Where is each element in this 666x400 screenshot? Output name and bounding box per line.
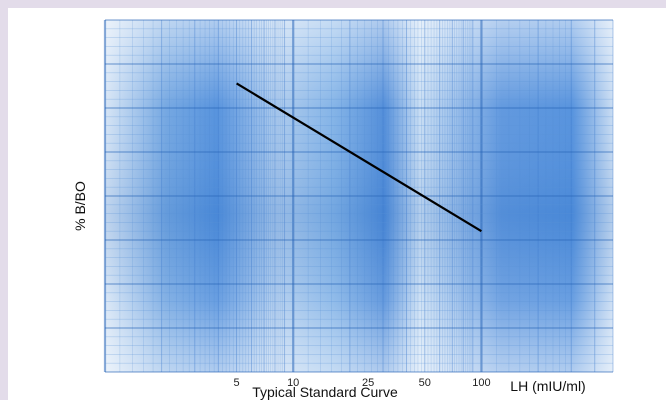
series-group [236,82,482,233]
x-tick-labels: 5 10 25 50 100 [234,377,491,389]
chart: 5 10 25 50 100 % B/BO Typical Standard Curve… [72,19,614,400]
chart-caption: Typical Standard Curve [252,384,398,400]
x-tick-label: 50 [419,377,431,389]
x-tick-label: 10 [287,377,299,389]
x-tick-label: 25 [362,377,374,389]
x-tick-label: 100 [472,377,490,389]
x-tick-label: 5 [234,377,240,389]
grid-lines [103,19,614,373]
chart-canvas: 5 10 25 50 100 % B/BO Typical Standard Curve… [8,8,666,400]
x-axis-label: LH (mIU/ml) [510,378,585,394]
plot-area [103,19,614,373]
y-axis-label: % B/BO [72,181,88,231]
standard-curve-line [236,82,482,233]
